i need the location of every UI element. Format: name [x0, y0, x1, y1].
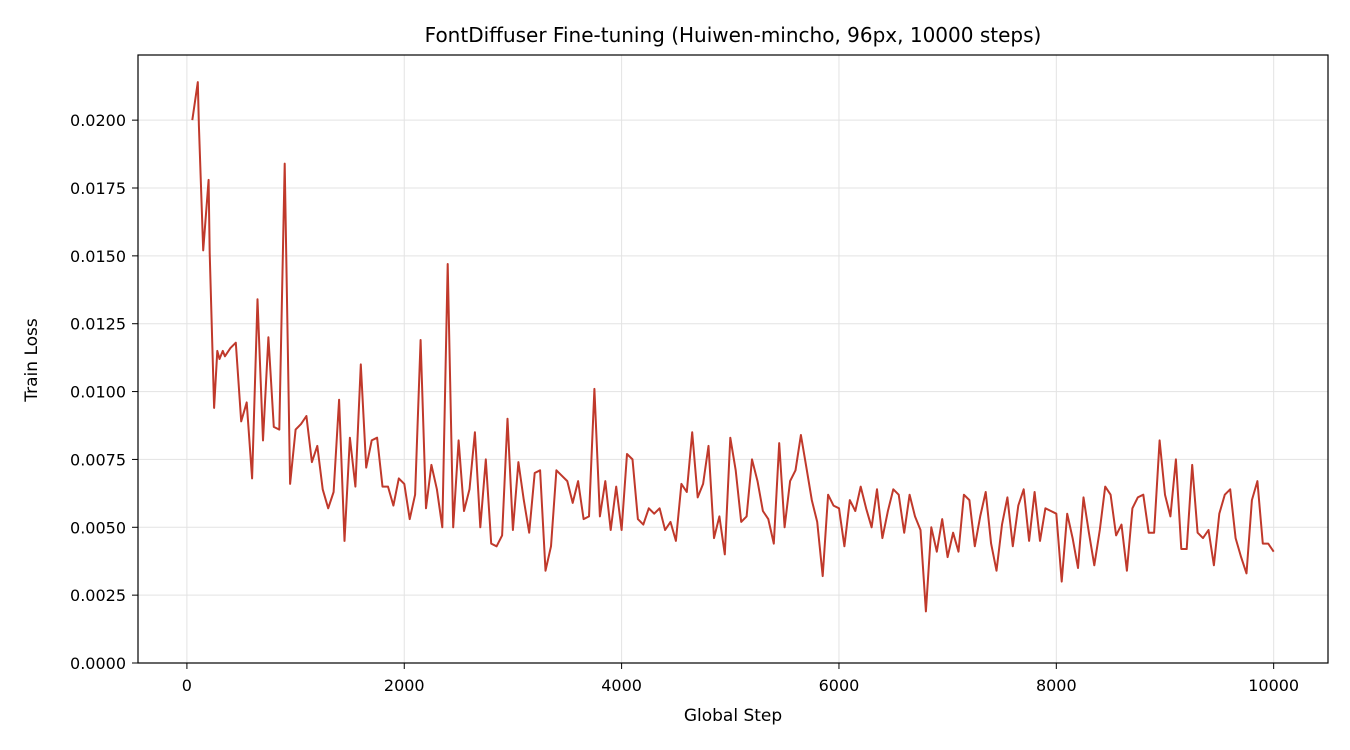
y-tick-label: 0.0025: [70, 586, 126, 605]
chart-title: FontDiffuser Fine-tuning (Huiwen-mincho,…: [425, 23, 1042, 47]
x-tick-label: 2000: [384, 676, 425, 695]
loss-series-line: [191, 81, 1275, 613]
y-tick-label: 0.0000: [70, 654, 126, 673]
x-tick-label: 4000: [601, 676, 642, 695]
series-layer: [191, 81, 1275, 613]
x-axis: 0 2000 4000 6000 8000 10000: [182, 663, 1299, 695]
y-tick-label: 0.0075: [70, 450, 126, 469]
y-tick-label: 0.0175: [70, 179, 126, 198]
x-tick-label: 8000: [1036, 676, 1077, 695]
x-tick-label: 0: [182, 676, 192, 695]
y-tick-label: 0.0125: [70, 315, 126, 334]
x-tick-label: 10000: [1248, 676, 1299, 695]
y-tick-label: 0.0050: [70, 518, 126, 537]
y-tick-label: 0.0100: [70, 383, 126, 402]
y-tick-label: 0.0150: [70, 247, 126, 266]
grid: [138, 55, 1328, 664]
x-tick-label: 6000: [819, 676, 860, 695]
plot-frame: [137, 54, 1329, 664]
y-tick-label: 0.0200: [70, 111, 126, 130]
y-axis-label: Train Loss: [22, 318, 42, 403]
x-axis-label: Global Step: [684, 706, 782, 726]
y-axis: 0.0000 0.0025 0.0050 0.0075 0.0100 0.0125 0.01…: [70, 111, 138, 673]
